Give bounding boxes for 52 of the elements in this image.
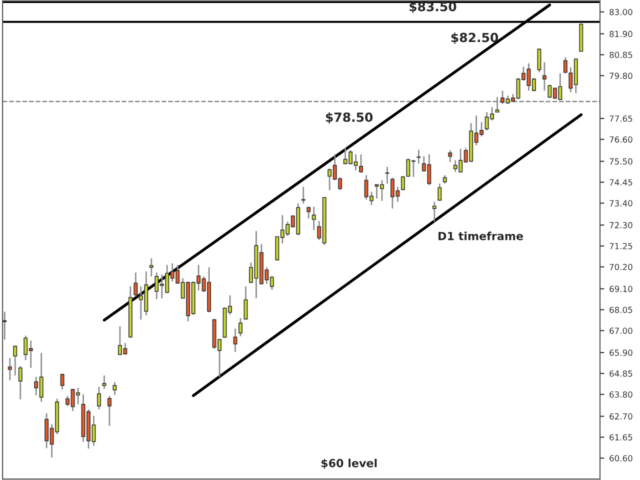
candlestick <box>416 149 421 164</box>
y-tick-label: 76.60 <box>610 136 632 143</box>
candlestick <box>112 381 117 396</box>
candlestick <box>60 372 64 390</box>
y-tick-label: 75.50 <box>610 158 632 165</box>
y-tick-label: 64.85 <box>610 370 632 377</box>
candlestick <box>134 272 138 298</box>
ref-line-label: $83.50 <box>410 2 456 13</box>
candlestick <box>149 258 154 278</box>
candlestick <box>312 206 316 231</box>
candlestick <box>238 317 242 337</box>
candlestick <box>306 206 311 220</box>
y-tick-label: 71.25 <box>610 242 632 250</box>
y-tick-label: 67.00 <box>610 328 632 334</box>
candlestick <box>438 182 442 202</box>
y-tick-label: 79.80 <box>610 72 632 79</box>
candlestick <box>2 311 7 340</box>
y-tick-label: 83.00 <box>610 8 632 16</box>
candlestick <box>102 374 106 390</box>
y-tick-label: 62.70 <box>610 413 632 420</box>
candlestick <box>385 166 390 184</box>
candlestick <box>301 186 306 204</box>
y-tick-label: 73.40 <box>610 200 632 206</box>
annotation: D1 timeframe <box>438 232 523 240</box>
candlestick <box>448 150 452 163</box>
y-tick-label: 68.05 <box>610 306 632 314</box>
annotation: $60 level <box>321 458 377 469</box>
y-tick-label: 61.65 <box>610 434 632 440</box>
candlestick <box>96 386 101 410</box>
candlestick <box>542 62 546 92</box>
candlestick <box>359 154 364 174</box>
candlestick <box>107 395 112 427</box>
y-tick-label: 63.80 <box>610 391 632 398</box>
candlestick <box>563 56 568 74</box>
candlestick <box>18 365 22 400</box>
candlestick <box>13 344 18 376</box>
y-tick-label: 74.45 <box>610 179 632 186</box>
y-tick-label: 77.65 <box>610 115 632 122</box>
y-tick-label: 72.30 <box>610 222 632 228</box>
y-tick-label: 60.60 <box>610 455 632 462</box>
y-tick-label: 70.20 <box>610 264 632 270</box>
ref-line-label: $78.50 <box>326 112 373 124</box>
candlestick <box>537 48 542 73</box>
y-tick-label: 69.10 <box>610 286 632 292</box>
candlestick <box>8 357 12 381</box>
y-tick-label: 80.85 <box>610 52 632 58</box>
candlestick <box>432 201 436 222</box>
ref-line-label: $82.50 <box>451 32 498 44</box>
candlestick <box>233 328 238 353</box>
candlestick <box>244 286 248 320</box>
y-tick-label: 65.90 <box>610 350 632 356</box>
y-tick-label: 81.90 <box>610 30 632 38</box>
